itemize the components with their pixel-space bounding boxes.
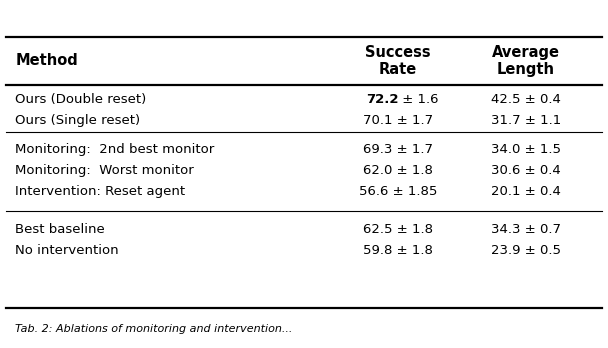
Text: 31.7 ± 1.1: 31.7 ± 1.1 [491, 113, 561, 127]
Text: 69.3 ± 1.7: 69.3 ± 1.7 [363, 143, 434, 156]
Text: Tab. 2: Ablations of monitoring and intervention...: Tab. 2: Ablations of monitoring and inte… [15, 324, 292, 334]
Text: Ours (Double reset): Ours (Double reset) [15, 93, 147, 106]
Text: 72.2: 72.2 [366, 93, 398, 106]
Text: Ours (Single reset): Ours (Single reset) [15, 113, 140, 127]
Text: Monitoring:  2nd best monitor: Monitoring: 2nd best monitor [15, 143, 215, 156]
Text: 34.3 ± 0.7: 34.3 ± 0.7 [491, 223, 561, 236]
Text: 30.6 ± 0.4: 30.6 ± 0.4 [491, 164, 561, 177]
Text: 62.5 ± 1.8: 62.5 ± 1.8 [363, 223, 434, 236]
Text: 62.0 ± 1.8: 62.0 ± 1.8 [364, 164, 433, 177]
Text: Intervention: Reset agent: Intervention: Reset agent [15, 185, 185, 198]
Text: Best baseline: Best baseline [15, 223, 105, 236]
Text: 20.1 ± 0.4: 20.1 ± 0.4 [491, 185, 561, 198]
Text: 59.8 ± 1.8: 59.8 ± 1.8 [364, 244, 433, 257]
Text: 70.1 ± 1.7: 70.1 ± 1.7 [363, 113, 434, 127]
Text: 56.6 ± 1.85: 56.6 ± 1.85 [359, 185, 437, 198]
Text: Monitoring:  Worst monitor: Monitoring: Worst monitor [15, 164, 194, 177]
Text: Success
Rate: Success Rate [365, 45, 431, 77]
Text: 42.5 ± 0.4: 42.5 ± 0.4 [491, 93, 561, 106]
Text: Method: Method [15, 53, 78, 69]
Text: No intervention: No intervention [15, 244, 119, 257]
Text: Average
Length: Average Length [492, 45, 560, 77]
Text: 34.0 ± 1.5: 34.0 ± 1.5 [491, 143, 561, 156]
Text: ± 1.6: ± 1.6 [398, 93, 439, 106]
Text: 23.9 ± 0.5: 23.9 ± 0.5 [491, 244, 561, 257]
